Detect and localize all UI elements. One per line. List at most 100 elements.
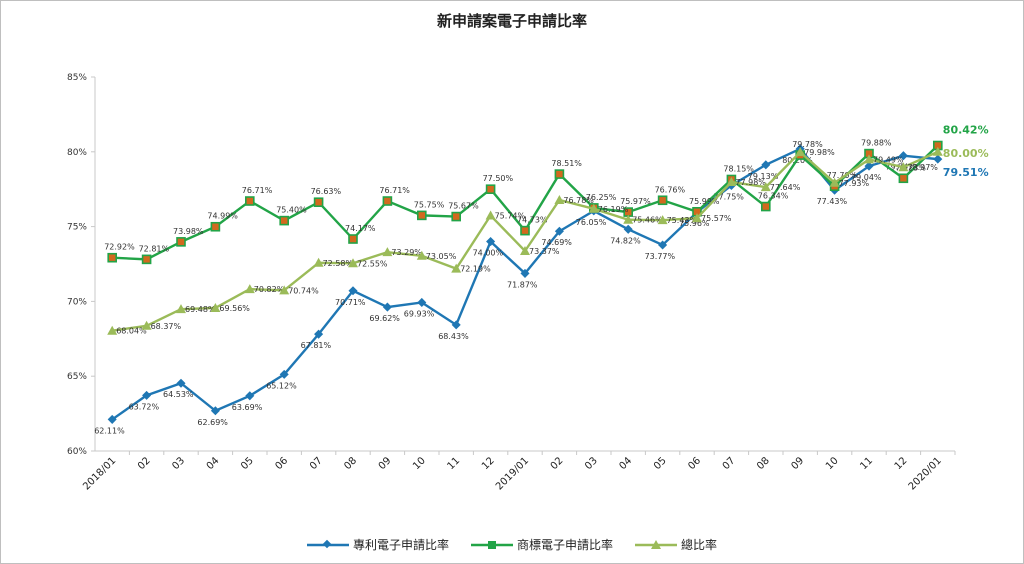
x-tick-label: 09 (790, 455, 807, 472)
y-tick-label: 60% (67, 447, 87, 457)
data-label: 73.05% (426, 252, 457, 261)
data-point-trademark (383, 197, 391, 205)
x-tick-label: 12 (893, 455, 910, 472)
data-label: 73.37% (529, 247, 560, 256)
x-tick-label: 11 (858, 455, 875, 472)
data-point-trademark (349, 235, 357, 243)
x-tick-label: 10 (824, 455, 841, 472)
data-point-trademark (315, 198, 323, 206)
data-label: 68.04% (116, 327, 147, 336)
data-label: 77.98% (735, 178, 766, 187)
x-tick-label: 06 (274, 455, 291, 472)
data-label: 74.00% (473, 249, 504, 258)
data-point-trademark (659, 196, 667, 204)
x-tick-label: 2019/01 (494, 455, 531, 492)
legend-item-total: 總比率 (635, 536, 717, 553)
x-tick-label: 07 (721, 455, 738, 472)
x-tick-label: 02 (136, 455, 153, 472)
x-tick-label: 12 (480, 455, 497, 472)
data-point-trademark (246, 197, 254, 205)
data-label: 76.78% (563, 196, 594, 205)
x-tick-label: 04 (618, 455, 635, 472)
series-line-1 (112, 146, 938, 260)
data-point-trademark (762, 203, 770, 211)
data-label: 77.43% (817, 197, 848, 206)
data-label: 76.71% (379, 186, 410, 195)
legend-item-trademark: 商標電子申請比率 (471, 536, 613, 553)
data-point-trademark (108, 254, 116, 262)
x-tick-label: 02 (549, 455, 566, 472)
data-point-trademark (521, 227, 529, 235)
data-label: 77.64% (770, 183, 801, 192)
data-point-trademark (280, 217, 288, 225)
data-label-final-0: 79.51% (943, 166, 989, 179)
chart-plot: 60%65%70%75%80%85%2018/01020304050607080… (0, 0, 1024, 530)
data-label: 62.11% (94, 426, 125, 435)
data-label: 74.99% (207, 212, 238, 221)
data-label: 76.34% (758, 192, 789, 201)
chart-legend: 專利電子申請比率 商標電子申請比率 總比率 (0, 536, 1024, 553)
x-tick-label: 04 (205, 455, 222, 472)
x-tick-label: 2018/01 (81, 455, 118, 492)
data-label: 70.71% (335, 298, 366, 307)
legend-label-trademark: 商標電子申請比率 (517, 536, 613, 553)
legend-swatch-total (635, 539, 677, 551)
x-tick-label: 2020/01 (907, 455, 944, 492)
legend-swatch-patent (307, 539, 349, 551)
data-label: 69.93% (404, 309, 435, 318)
x-tick-label: 08 (755, 455, 772, 472)
x-tick-label: 07 (308, 455, 325, 472)
data-label: 64.53% (163, 390, 194, 399)
data-label: 75.75% (414, 200, 445, 209)
legend-item-patent: 專利電子申請比率 (307, 536, 449, 553)
data-label: 67.81% (301, 341, 332, 350)
data-label: 76.76% (655, 185, 686, 194)
x-tick-label: 11 (446, 455, 463, 472)
data-label: 78.51% (551, 159, 582, 168)
data-label: 74.69% (541, 238, 572, 247)
data-label-final-1: 80.42% (943, 124, 989, 137)
data-label: 76.05% (576, 218, 607, 227)
data-label: 75.67% (448, 202, 479, 211)
y-tick-label: 85% (67, 73, 87, 83)
x-tick-label: 06 (686, 455, 703, 472)
y-tick-label: 65% (67, 372, 87, 382)
data-point-patent (624, 225, 633, 234)
data-label: 65.12% (266, 381, 297, 390)
data-label: 63.69% (232, 403, 263, 412)
y-tick-label: 80% (67, 148, 87, 158)
data-label: 75.57% (701, 214, 732, 223)
data-label: 69.48% (185, 305, 216, 314)
data-label: 68.37% (151, 322, 182, 331)
data-label: 77.50% (483, 174, 514, 183)
data-label: 79.49% (873, 155, 904, 164)
x-tick-label: 03 (583, 455, 600, 472)
x-tick-label: 03 (170, 455, 187, 472)
data-point-trademark (452, 213, 460, 221)
data-point-trademark (487, 185, 495, 193)
data-label: 72.81% (139, 244, 170, 253)
data-label: 75.74% (495, 212, 526, 221)
data-label: 79.88% (861, 139, 892, 148)
y-tick-label: 75% (67, 223, 87, 233)
data-label: 76.63% (311, 187, 342, 196)
data-label: 76.71% (242, 186, 273, 195)
data-label: 75.40% (276, 206, 307, 215)
data-label: 72.19% (460, 265, 491, 274)
data-label: 69.56% (219, 304, 250, 313)
x-tick-label: 05 (652, 455, 669, 472)
data-label: 63.72% (129, 402, 160, 411)
data-label: 68.43% (438, 332, 469, 341)
data-point-trademark (143, 255, 151, 263)
data-label: 72.92% (104, 243, 135, 252)
legend-label-total: 總比率 (681, 536, 717, 553)
x-tick-label: 05 (239, 455, 256, 472)
data-label: 74.17% (345, 224, 376, 233)
data-label: 70.74% (288, 286, 319, 295)
data-label: 79.98% (804, 148, 835, 157)
data-label: 78.97% (907, 163, 938, 172)
data-label: 73.29% (391, 248, 422, 257)
legend-label-patent: 專利電子申請比率 (353, 536, 449, 553)
data-point-trademark (899, 174, 907, 182)
data-label: 69.62% (369, 314, 400, 323)
